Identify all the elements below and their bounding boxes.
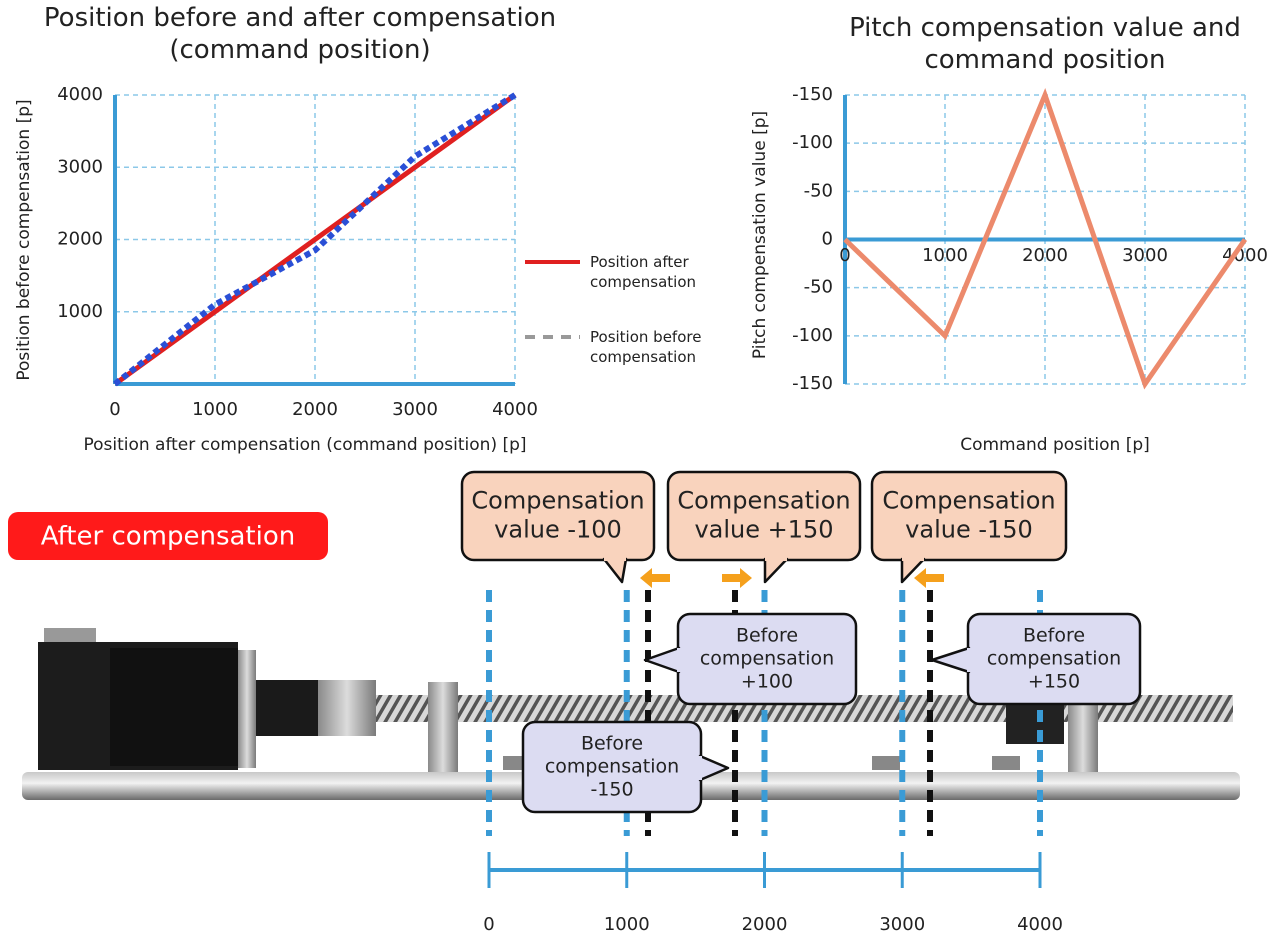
scale-label: 4000: [1017, 914, 1063, 935]
x-tick-label: 2000: [292, 399, 338, 420]
arrows: [640, 568, 944, 588]
motor-face: [110, 648, 238, 766]
callout-text: Compensation: [882, 487, 1055, 515]
legend-label: Position after compensation: [590, 252, 715, 292]
x-tick-label: 0: [839, 245, 850, 266]
coupling: [256, 680, 318, 736]
callout-text: compensation: [700, 648, 834, 670]
x-tick-label: 1000: [922, 245, 968, 266]
y-tick-label: -50: [804, 180, 833, 201]
motor-cap: [44, 628, 96, 644]
y-tick-label: -150: [792, 373, 833, 394]
legend-label: Position before compensation: [590, 327, 715, 367]
x-axis-label: Command position [p]: [960, 435, 1150, 455]
scale-label: 2000: [742, 914, 788, 935]
y-tick-label: -100: [792, 132, 833, 153]
x-tick-label: 3000: [392, 399, 438, 420]
y-axis-label: Position before compensation [p]: [14, 99, 34, 380]
y-tick-label: 1000: [57, 301, 103, 322]
x-tick-label: 1000: [192, 399, 238, 420]
callout-text: compensation: [987, 648, 1121, 670]
arrow-left: [640, 568, 670, 588]
scale-label: 0: [483, 914, 494, 935]
badge-text: After compensation: [41, 522, 296, 552]
nut: [1006, 700, 1064, 744]
x-tick-label: 0: [109, 399, 120, 420]
y-tick-label: 3000: [57, 156, 103, 177]
x-tick-label: 4000: [492, 399, 538, 420]
chart-title: Pitch compensation value and command pos…: [820, 12, 1270, 76]
page: After compensation 1000 2000 3000 4000 0 1000…: [0, 0, 1276, 943]
callout-text: Compensation: [471, 487, 644, 515]
y-tick-label: -150: [792, 84, 833, 105]
callout-text: value -100: [494, 515, 622, 543]
y-tick-label: 0: [822, 229, 833, 250]
arrow-left: [914, 568, 944, 588]
chart-title: Position before and after compensation (…: [0, 2, 600, 66]
scale-label: 3000: [879, 914, 925, 935]
y-tick-label: -100: [792, 325, 833, 346]
callout-text: Compensation: [677, 487, 850, 515]
coupling-2: [318, 680, 376, 736]
callout-text: Before: [581, 733, 643, 755]
arrow-right: [722, 568, 752, 588]
x-tick-label: 3000: [1122, 245, 1168, 266]
callout-text: +150: [1028, 670, 1080, 692]
x-axis-label: Position after compensation (command pos…: [83, 435, 526, 455]
y-tick-label: 2000: [57, 229, 103, 250]
stop: [872, 756, 900, 770]
callout-text: value +150: [694, 515, 833, 543]
callout-text: +100: [741, 670, 793, 692]
scale-label: 1000: [604, 914, 650, 935]
callout-pointer: [604, 559, 626, 582]
figure: After compensation 1000 2000 3000 4000 0 1000…: [0, 0, 1276, 943]
stop: [992, 756, 1020, 770]
callout-text: compensation: [545, 756, 679, 778]
y-axis-label: Pitch compensation value [p]: [750, 111, 770, 359]
y-tick-label: 4000: [57, 84, 103, 105]
bearing-left: [428, 682, 458, 772]
callout-text: -150: [590, 778, 633, 800]
x-tick-label: 2000: [1022, 245, 1068, 266]
y-tick-label: -50: [804, 277, 833, 298]
callout-pointer: [932, 648, 969, 672]
callout-text: Before: [1023, 625, 1085, 647]
callout-text: Before: [736, 625, 798, 647]
motor-flange: [238, 650, 256, 768]
callout-pointer: [765, 559, 787, 582]
callout-text: value -150: [905, 515, 1033, 543]
